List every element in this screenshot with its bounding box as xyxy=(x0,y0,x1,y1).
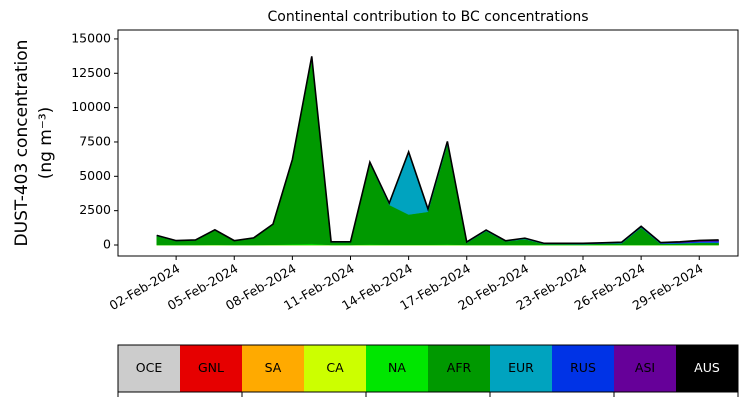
legend-label: NA xyxy=(388,360,406,375)
y-tick-label: 7500 xyxy=(79,133,111,148)
legend-swatch xyxy=(428,345,491,392)
legend-swatch xyxy=(552,345,615,392)
y-tick-label: 10000 xyxy=(71,99,111,114)
legend-label: EUR xyxy=(508,360,534,375)
legend-swatch xyxy=(118,345,181,392)
legend-label: RUS xyxy=(570,360,596,375)
area xyxy=(156,58,719,246)
area xyxy=(156,56,719,245)
y-axis-label: (ng m⁻³) xyxy=(36,107,56,180)
legend-swatch xyxy=(180,345,243,392)
legend-swatch xyxy=(676,345,739,392)
y-axis-label: DUST-403 concentration xyxy=(12,40,32,247)
legend-label: SA xyxy=(265,360,282,375)
legend-swatch xyxy=(490,345,553,392)
legend-label: AUS xyxy=(694,360,720,375)
legend-label: AFR xyxy=(447,360,472,375)
chart-title: Continental contribution to BC concentra… xyxy=(267,9,588,25)
legend-swatch xyxy=(366,345,429,392)
y-tick-label: 12500 xyxy=(71,65,111,80)
y-tick-label: 0 xyxy=(103,237,111,252)
y-tick-label: 2500 xyxy=(79,202,111,217)
legend-swatch xyxy=(614,345,677,392)
legend-label: OCE xyxy=(136,360,163,375)
legend-label: ASI xyxy=(635,360,655,375)
plot-frame xyxy=(117,29,739,257)
legend-label: GNL xyxy=(198,360,224,375)
legend-swatch xyxy=(242,345,305,392)
legend-label: CA xyxy=(326,360,344,375)
legend-swatch xyxy=(304,345,367,392)
y-tick-label: 5000 xyxy=(79,168,111,183)
legend-frame xyxy=(117,344,739,393)
y-tick-label: 15000 xyxy=(71,30,111,45)
